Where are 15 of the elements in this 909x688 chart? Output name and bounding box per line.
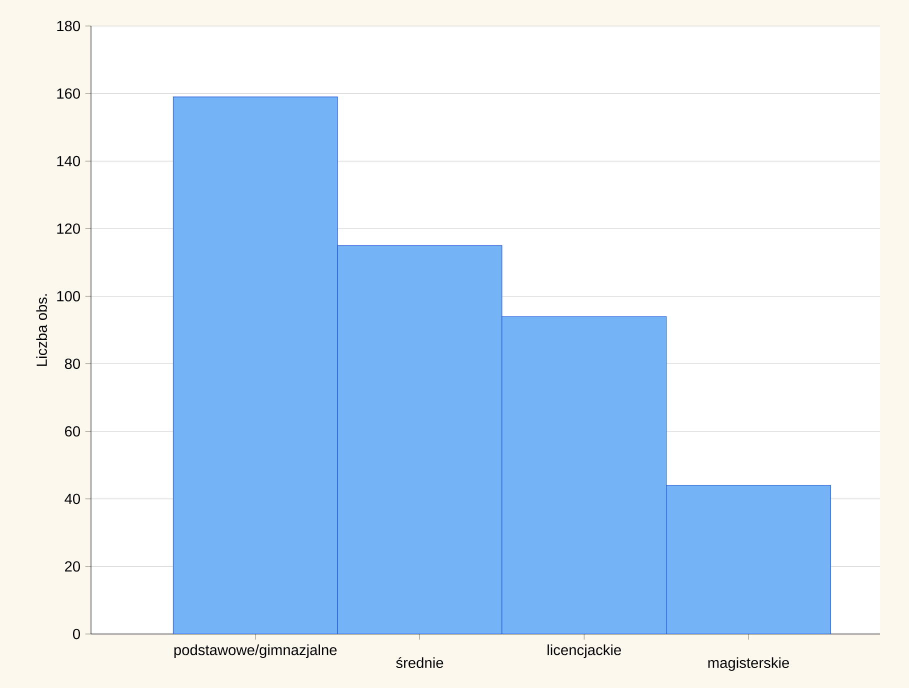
x-tick-label: magisterskie (708, 657, 790, 671)
y-tick-label: 100 (57, 291, 80, 302)
y-tick-label: 40 (64, 494, 80, 504)
y-tick-label: 0 (73, 628, 80, 640)
y-tick-label: 20 (65, 561, 80, 572)
y-axis-title: Liczba obs. (36, 294, 47, 366)
y-tick-label: 140 (57, 156, 80, 166)
y-tick-label: 180 (57, 20, 80, 32)
y-tick-label: 80 (64, 358, 80, 369)
y-tick-label: 160 (57, 88, 80, 99)
x-tick-label: średnie (396, 657, 444, 668)
y-tick-label: 120 (57, 223, 80, 234)
x-tick-label: podstawowe/gimnazjalne (174, 644, 337, 658)
y-tick-label: 60 (65, 426, 80, 437)
x-tick-label: licencjackie (548, 644, 621, 658)
